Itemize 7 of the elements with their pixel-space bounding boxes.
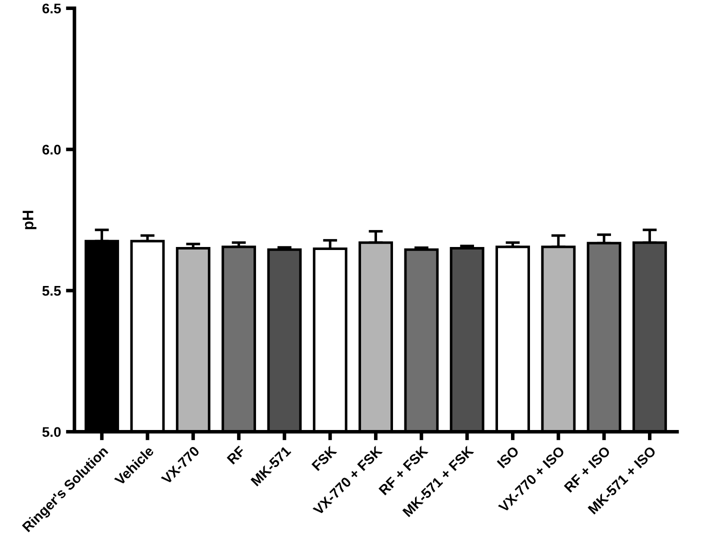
x-tick-label: ISO bbox=[496, 446, 520, 468]
y-tick-label: 5.0 bbox=[42, 427, 61, 437]
y-tick-label: 6.5 bbox=[42, 4, 61, 14]
x-tick-label: RF bbox=[226, 446, 246, 464]
y-tick-label: 6.0 bbox=[42, 144, 61, 155]
y-axis-title: pH bbox=[22, 210, 36, 230]
y-tick-label: 5.5 bbox=[42, 286, 61, 296]
